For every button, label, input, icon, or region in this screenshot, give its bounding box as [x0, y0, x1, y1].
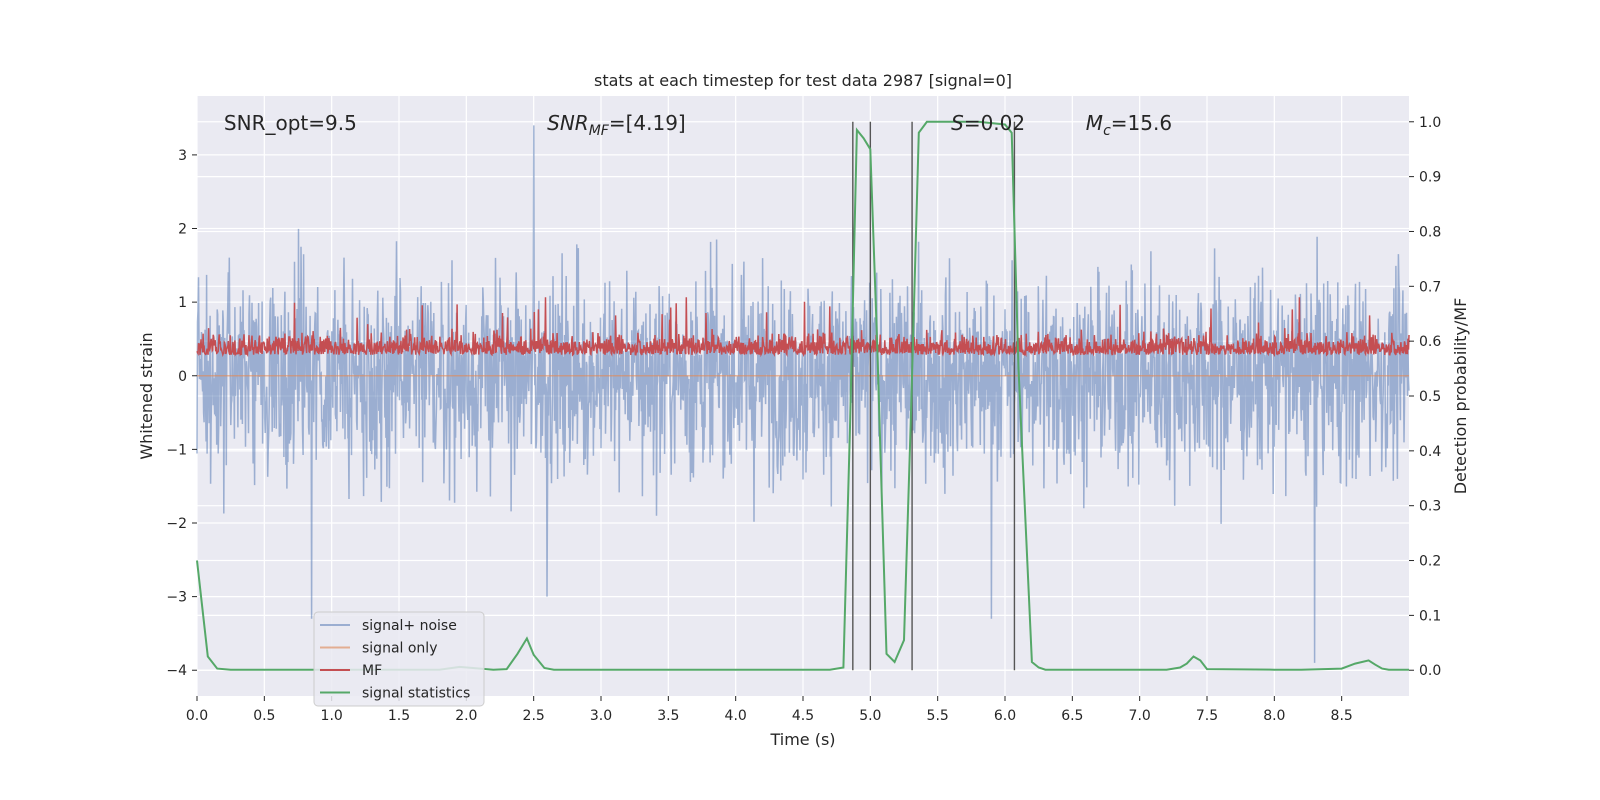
- x-tick-label: 0.5: [253, 708, 275, 724]
- y-axis-ticks: 3 2 1 0 −1 −2 −3 −4: [166, 148, 197, 679]
- legend-box: [313, 611, 485, 707]
- x-tick-label: 2.0: [455, 708, 477, 724]
- legend-label: MF: [362, 663, 382, 679]
- annotation-text: SNRMF=[4.19]: [547, 111, 686, 139]
- y2-tick-label: 0.4: [1419, 444, 1441, 460]
- chart-title: stats at each timestep for test data 298…: [594, 71, 1012, 90]
- y-tick-label: −1: [166, 442, 187, 458]
- x-tick-label: 2.5: [523, 708, 545, 724]
- y2-axis-ticks: 1.0 0.9 0.8 0.7 0.6 0.5 0.4 0.3 0.2 0.1 0.0: [1409, 115, 1441, 679]
- x-tick-label: 6.0: [994, 708, 1016, 724]
- y-tick-label: −4: [166, 663, 187, 679]
- x-tick-label: 1.0: [321, 708, 343, 724]
- x-tick-label: 7.5: [1196, 708, 1218, 724]
- x-tick-label: 8.5: [1331, 708, 1353, 724]
- y2-tick-label: 0.8: [1419, 224, 1441, 240]
- y2-tick-label: 1.0: [1419, 115, 1441, 131]
- y-tick-label: −2: [166, 516, 187, 532]
- series-signal-noise: [196, 125, 1410, 663]
- legend-label: signal statistics: [362, 686, 470, 702]
- y2-axis-label: Detection probability/MF: [1451, 298, 1470, 495]
- y2-tick-label: 0.1: [1419, 608, 1441, 624]
- annotations: SNR_opt=9.5 SNRMF=[4.19] S=0.02 Mc=15.6: [224, 111, 1172, 139]
- series-signal-statistics: [196, 120, 1409, 671]
- y2-tick-label: 0.7: [1419, 279, 1441, 295]
- x-tick-label: 6.5: [1061, 708, 1083, 724]
- x-axis-ticks: 0.0 0.5 1.0 1.5 2.0 2.5 3.0 3.5 4.0 4.5 5.0 5.5 6.0 6…: [186, 696, 1353, 724]
- y2-tick-label: 0.5: [1419, 389, 1441, 405]
- y-tick-label: −3: [166, 590, 187, 606]
- y2-tick-label: 0.3: [1419, 499, 1441, 515]
- x-tick-label: 3.0: [590, 708, 612, 724]
- x-tick-label: 4.0: [725, 708, 747, 724]
- y-tick-label: 0: [178, 369, 187, 385]
- y2-tick-label: 0.9: [1419, 170, 1441, 186]
- signal-statistics-line: [196, 120, 1409, 671]
- x-axis-label: Time (s): [769, 730, 835, 749]
- x-tick-label: 0.0: [186, 708, 208, 724]
- annotation-text: S=0.02: [951, 111, 1025, 135]
- x-tick-label: 7.0: [1129, 708, 1151, 724]
- mf-line: [196, 297, 1410, 358]
- y-tick-label: 1: [178, 295, 187, 311]
- signal-noise-line: [196, 125, 1410, 663]
- x-tick-label: 1.5: [388, 708, 410, 724]
- y2-tick-label: 0.0: [1419, 663, 1441, 679]
- y2-tick-label: 0.6: [1419, 334, 1441, 350]
- legend: signal+ noise signal only MF signal statist…: [313, 611, 485, 707]
- x-tick-label: 5.0: [859, 708, 881, 724]
- x-tick-label: 5.5: [927, 708, 949, 724]
- legend-label: signal only: [362, 641, 437, 657]
- legend-label: signal+ noise: [362, 618, 457, 634]
- y-axis-label: Whitened strain: [137, 332, 156, 459]
- y-tick-label: 2: [178, 222, 187, 238]
- x-tick-label: 4.5: [792, 708, 814, 724]
- x-tick-label: 3.5: [657, 708, 679, 724]
- annotation-text: Mc=15.6: [1086, 111, 1172, 139]
- annotation-text: SNR_opt=9.5: [224, 111, 357, 135]
- x-tick-label: 8.0: [1263, 708, 1285, 724]
- y2-tick-label: 0.2: [1419, 554, 1441, 570]
- series-mf: [196, 297, 1410, 358]
- y-tick-label: 3: [178, 148, 187, 164]
